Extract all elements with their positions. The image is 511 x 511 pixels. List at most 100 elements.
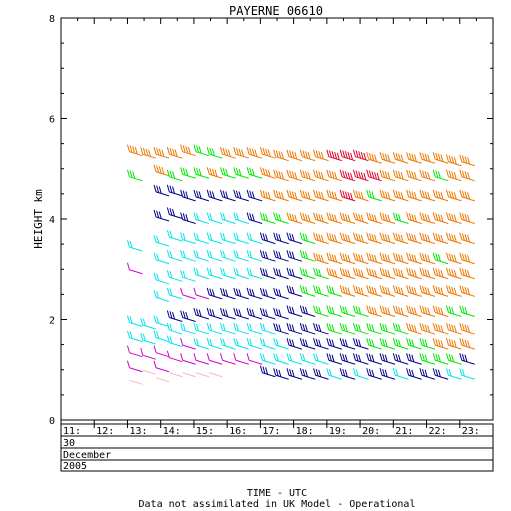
- barb-feather: [371, 269, 375, 277]
- barb-staff: [435, 239, 449, 245]
- barb-feather: [331, 339, 335, 347]
- plot-frame: [60, 17, 494, 421]
- barb-feather: [299, 149, 303, 157]
- barb-feather: [379, 267, 383, 275]
- barb-feather: [411, 306, 415, 315]
- barb-feather: [344, 269, 348, 277]
- barb-feather: [422, 268, 425, 276]
- barb-feather: [411, 339, 415, 347]
- wind-barb: [352, 267, 369, 280]
- barb-staff: [302, 176, 316, 182]
- time-tick-label: 14:: [163, 426, 181, 437]
- barb-feather: [273, 353, 277, 361]
- barb-staff: [275, 329, 289, 335]
- barb-staff: [195, 359, 210, 365]
- barb-feather: [344, 354, 348, 362]
- barb-feather: [318, 324, 322, 332]
- wind-barb: [206, 353, 223, 365]
- barb-feather: [355, 253, 359, 261]
- barb-staff: [248, 329, 263, 335]
- barb-feather: [347, 172, 351, 180]
- barb-feather: [206, 147, 210, 155]
- barb-feather: [445, 252, 449, 260]
- barb-feather: [246, 353, 250, 361]
- wind-barb: [126, 144, 143, 157]
- barb-feather: [222, 288, 226, 296]
- barb-staff: [182, 151, 196, 157]
- barb-feather: [398, 339, 401, 347]
- barb-feather: [459, 353, 463, 361]
- barb-staff: [328, 344, 342, 350]
- barb-feather: [366, 353, 370, 361]
- barb-feather: [464, 324, 468, 332]
- wind-barb: [193, 307, 210, 320]
- barb-staff: [235, 359, 249, 365]
- barb-feather: [273, 250, 277, 258]
- wind-barb: [193, 267, 210, 280]
- barb-feather: [352, 338, 356, 346]
- barb-staff: [248, 274, 263, 280]
- wind-barb: [220, 232, 236, 245]
- barb-feather: [384, 213, 388, 222]
- barb-staff: [235, 329, 249, 335]
- barb-feather: [153, 234, 157, 243]
- wind-barb: [299, 368, 316, 380]
- wind-barb: [206, 232, 223, 245]
- barb-feather: [313, 338, 317, 346]
- barb-feather: [451, 354, 455, 362]
- barb-feather: [453, 254, 457, 263]
- barb-feather: [302, 286, 306, 294]
- barb-feather: [368, 190, 372, 198]
- barb-feather: [129, 240, 133, 249]
- wind-barb: [180, 167, 196, 179]
- barb-feather: [419, 285, 423, 293]
- wind-barb: [432, 322, 449, 335]
- wind-barb: [246, 212, 263, 224]
- barb-feather: [355, 213, 359, 221]
- wind-barb: [180, 144, 196, 157]
- barb-staff: [448, 219, 462, 224]
- wind-barb: [326, 338, 342, 350]
- barb-staff: [341, 274, 356, 280]
- y-tick-label: 8: [49, 14, 55, 25]
- barb-feather: [235, 233, 239, 241]
- barb-feather: [313, 322, 317, 331]
- barb-feather: [182, 323, 186, 331]
- barb-feather: [342, 323, 346, 331]
- wind-barb: [326, 149, 342, 162]
- barb-staff: [328, 329, 342, 335]
- barb-staff: [395, 329, 409, 335]
- barb-feather: [448, 213, 452, 221]
- barb-feather: [182, 167, 186, 176]
- barb-feather: [395, 338, 399, 347]
- wind-barb: [246, 232, 263, 245]
- wind-barb: [233, 250, 249, 262]
- barb-feather: [392, 353, 396, 361]
- wind-barb: [273, 250, 289, 262]
- barb-feather: [249, 233, 253, 241]
- barb-feather: [368, 268, 372, 276]
- barb-feather: [400, 287, 404, 295]
- barb-feather: [331, 286, 335, 295]
- barb-feather: [339, 305, 343, 313]
- barb-feather: [453, 156, 457, 165]
- barb-feather: [315, 170, 319, 178]
- barb-staff: [395, 274, 409, 280]
- barb-staff: [408, 359, 422, 365]
- barb-feather: [408, 213, 412, 221]
- barb-feather: [374, 234, 378, 243]
- barb-staff: [328, 156, 342, 162]
- barb-feather: [222, 250, 226, 259]
- barb-feather: [153, 184, 157, 193]
- barb-feather: [422, 368, 425, 377]
- wind-barb: [392, 368, 409, 380]
- barb-staff: [448, 176, 462, 182]
- barb-staff: [355, 259, 369, 265]
- barb-feather: [427, 172, 431, 180]
- barb-feather: [238, 289, 242, 297]
- wind-barb: [406, 285, 422, 297]
- barb-feather: [278, 151, 282, 159]
- barb-staff: [435, 274, 449, 280]
- wind-barb: [233, 147, 249, 159]
- barb-staff: [421, 239, 436, 245]
